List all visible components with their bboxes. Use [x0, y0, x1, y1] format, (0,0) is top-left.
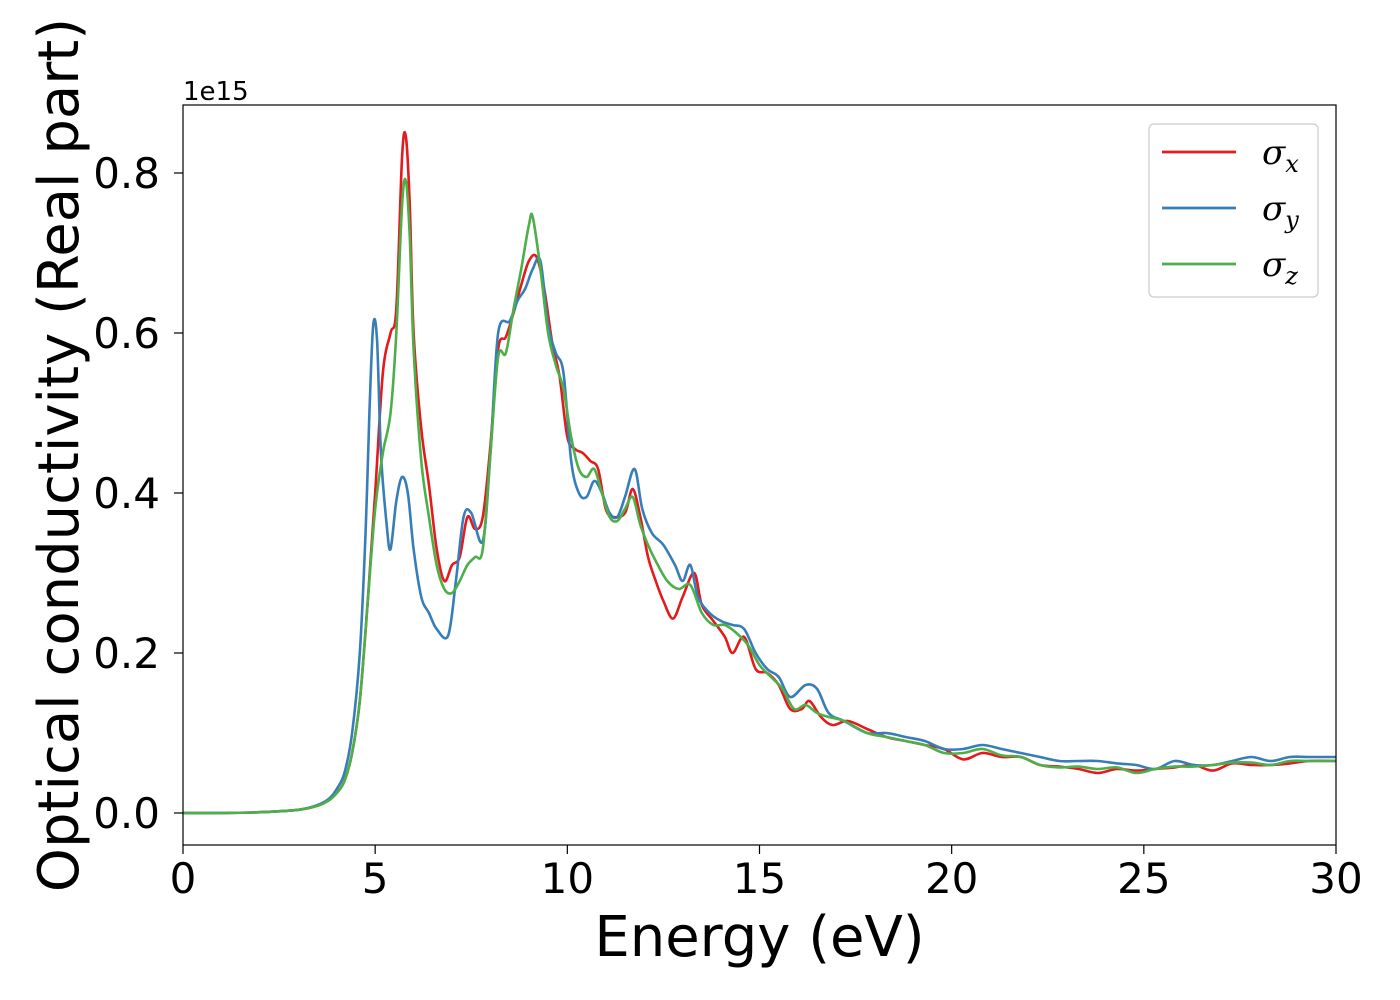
legend-label: σz	[1262, 245, 1298, 290]
x-axis-title: Energy (eV)	[594, 905, 924, 970]
y-tick-label: 0.6	[93, 309, 160, 358]
x-tick-label: 30	[1309, 854, 1362, 903]
y-tick-label: 0.2	[93, 629, 160, 678]
legend-box	[1148, 123, 1319, 298]
ticks-layer: 0 5 10 15 20 25 30 0.0 0.2 0.4 0.6 0.8	[93, 149, 1363, 903]
x-tick-label: 0	[170, 854, 197, 903]
legend-label: σy	[1262, 189, 1299, 234]
x-tick-label: 15	[733, 854, 786, 903]
series-line-y	[183, 256, 1336, 815]
y-tick-label: 0.4	[93, 469, 160, 518]
y-axis-title: Optical conductivity (Real part)	[27, 18, 92, 892]
x-tick-label: 10	[541, 854, 594, 903]
series-line-z	[183, 177, 1336, 815]
y-tick-label: 0.0	[93, 789, 160, 838]
y-offset-label: 1e15	[183, 77, 249, 107]
x-tick-label: 5	[362, 854, 389, 903]
y-tick-label: 0.8	[93, 149, 160, 198]
x-tick-label: 25	[1117, 854, 1170, 903]
series-layer	[183, 130, 1336, 815]
legend: σx σy σz	[1148, 123, 1319, 298]
x-tick-label: 20	[925, 854, 978, 903]
legend-label: σx	[1262, 133, 1299, 178]
